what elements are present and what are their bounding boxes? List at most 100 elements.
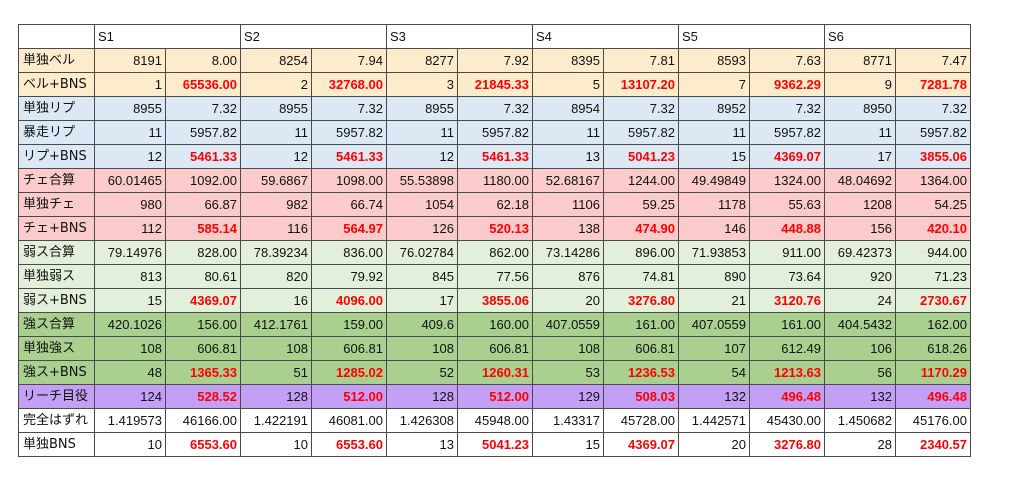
probability-cell[interactable]: 32768.00 (311, 72, 387, 97)
probability-cell[interactable]: 1170.29 (895, 360, 971, 385)
probability-cell[interactable]: 45430.00 (749, 408, 825, 433)
probability-cell[interactable]: 45176.00 (895, 408, 971, 433)
count-cell[interactable]: 78.39234 (240, 240, 312, 265)
row-label[interactable]: 強ス+BNS (18, 360, 95, 385)
probability-cell[interactable]: 896.00 (603, 240, 679, 265)
count-cell[interactable]: 1 (94, 72, 166, 97)
count-cell[interactable]: 12 (240, 144, 312, 169)
count-cell[interactable]: 7 (678, 72, 750, 97)
count-cell[interactable]: 79.14976 (94, 240, 166, 265)
count-cell[interactable]: 11 (386, 120, 458, 145)
probability-cell[interactable]: 862.00 (457, 240, 533, 265)
probability-cell[interactable]: 836.00 (311, 240, 387, 265)
probability-cell[interactable]: 496.48 (895, 384, 971, 409)
probability-cell[interactable]: 7.32 (165, 96, 241, 121)
count-cell[interactable]: 11 (240, 120, 312, 145)
probability-cell[interactable]: 66.87 (165, 192, 241, 217)
count-cell[interactable]: 404.5432 (824, 312, 896, 337)
probability-cell[interactable]: 520.13 (457, 216, 533, 241)
probability-cell[interactable]: 5041.23 (457, 432, 533, 457)
probability-cell[interactable]: 448.88 (749, 216, 825, 241)
probability-cell[interactable]: 7281.78 (895, 72, 971, 97)
row-label[interactable]: 単独弱ス (18, 264, 95, 289)
probability-cell[interactable]: 1260.31 (457, 360, 533, 385)
probability-cell[interactable]: 46081.00 (311, 408, 387, 433)
probability-cell[interactable]: 65536.00 (165, 72, 241, 97)
count-cell[interactable]: 8191 (94, 48, 166, 73)
count-cell[interactable]: 420.1026 (94, 312, 166, 337)
probability-cell[interactable]: 612.49 (749, 336, 825, 361)
probability-cell[interactable]: 7.32 (749, 96, 825, 121)
probability-cell[interactable]: 474.90 (603, 216, 679, 241)
probability-cell[interactable]: 9362.29 (749, 72, 825, 97)
row-label[interactable]: 弱ス合算 (18, 240, 95, 265)
count-cell[interactable]: 132 (824, 384, 896, 409)
probability-cell[interactable]: 3276.80 (749, 432, 825, 457)
count-cell[interactable]: 10 (240, 432, 312, 457)
count-cell[interactable]: 10 (94, 432, 166, 457)
count-cell[interactable]: 17 (824, 144, 896, 169)
count-cell[interactable]: 21 (678, 288, 750, 313)
count-cell[interactable]: 980 (94, 192, 166, 217)
probability-cell[interactable]: 1236.53 (603, 360, 679, 385)
probability-cell[interactable]: 496.48 (749, 384, 825, 409)
count-cell[interactable]: 52.68167 (532, 168, 604, 193)
count-cell[interactable]: 845 (386, 264, 458, 289)
count-cell[interactable]: 106 (824, 336, 896, 361)
probability-cell[interactable]: 528.52 (165, 384, 241, 409)
count-cell[interactable]: 60.01465 (94, 168, 166, 193)
header-s6[interactable]: S6 (824, 24, 971, 49)
probability-cell[interactable]: 508.03 (603, 384, 679, 409)
row-label[interactable]: リーチ目役 (18, 384, 95, 409)
count-cell[interactable]: 112 (94, 216, 166, 241)
probability-cell[interactable]: 5957.82 (749, 120, 825, 145)
probability-cell[interactable]: 80.61 (165, 264, 241, 289)
count-cell[interactable]: 55.53898 (386, 168, 458, 193)
probability-cell[interactable]: 3276.80 (603, 288, 679, 313)
probability-cell[interactable]: 1092.00 (165, 168, 241, 193)
row-label[interactable]: 強ス合算 (18, 312, 95, 337)
count-cell[interactable]: 146 (678, 216, 750, 241)
probability-cell[interactable]: 618.26 (895, 336, 971, 361)
count-cell[interactable]: 1.442571 (678, 408, 750, 433)
count-cell[interactable]: 132 (678, 384, 750, 409)
probability-cell[interactable]: 911.00 (749, 240, 825, 265)
row-label[interactable]: 単独強ス (18, 336, 95, 361)
probability-cell[interactable]: 2730.67 (895, 288, 971, 313)
count-cell[interactable]: 8954 (532, 96, 604, 121)
probability-cell[interactable]: 8.00 (165, 48, 241, 73)
probability-cell[interactable]: 161.00 (603, 312, 679, 337)
count-cell[interactable]: 20 (678, 432, 750, 457)
count-cell[interactable]: 8950 (824, 96, 896, 121)
count-cell[interactable]: 412.1761 (240, 312, 312, 337)
count-cell[interactable]: 407.0559 (532, 312, 604, 337)
probability-cell[interactable]: 156.00 (165, 312, 241, 337)
row-label[interactable]: 完全はずれ (18, 408, 95, 433)
probability-cell[interactable]: 4369.07 (603, 432, 679, 457)
count-cell[interactable]: 1.419573 (94, 408, 166, 433)
probability-cell[interactable]: 7.32 (457, 96, 533, 121)
probability-cell[interactable]: 6553.60 (165, 432, 241, 457)
probability-cell[interactable]: 1324.00 (749, 168, 825, 193)
row-label[interactable]: リプ+BNS (18, 144, 95, 169)
probability-cell[interactable]: 54.25 (895, 192, 971, 217)
probability-cell[interactable]: 4369.07 (749, 144, 825, 169)
corner-cell[interactable] (18, 24, 95, 49)
probability-cell[interactable]: 5957.82 (603, 120, 679, 145)
count-cell[interactable]: 71.93853 (678, 240, 750, 265)
count-cell[interactable]: 1.422191 (240, 408, 312, 433)
row-label[interactable]: ベル+BNS (18, 72, 95, 97)
probability-cell[interactable]: 59.25 (603, 192, 679, 217)
count-cell[interactable]: 16 (240, 288, 312, 313)
probability-cell[interactable]: 7.32 (895, 96, 971, 121)
count-cell[interactable]: 15 (678, 144, 750, 169)
probability-cell[interactable]: 3855.06 (457, 288, 533, 313)
probability-cell[interactable]: 2340.57 (895, 432, 971, 457)
count-cell[interactable]: 73.14286 (532, 240, 604, 265)
probability-cell[interactable]: 162.00 (895, 312, 971, 337)
count-cell[interactable]: 5 (532, 72, 604, 97)
probability-cell[interactable]: 7.94 (311, 48, 387, 73)
probability-cell[interactable]: 944.00 (895, 240, 971, 265)
row-label[interactable]: 単独リプ (18, 96, 95, 121)
header-s5[interactable]: S5 (678, 24, 825, 49)
